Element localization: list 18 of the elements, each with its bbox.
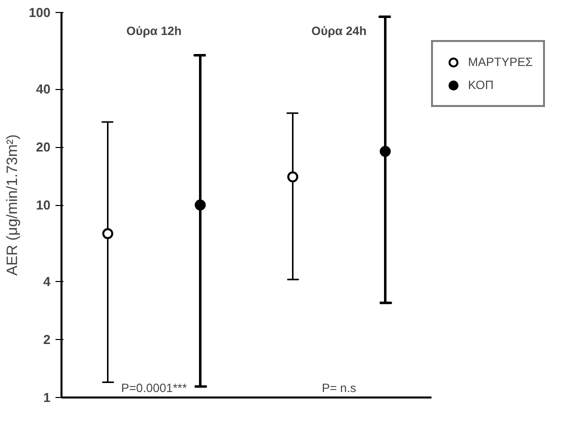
annotation: P= n.s [322,381,356,396]
point [287,171,298,182]
annotation: Ούρα 24h [311,24,367,38]
y-tick-label: 1 [43,390,51,405]
y-tick-label: 100 [28,5,51,20]
point [380,146,391,157]
point [102,228,114,240]
y-tick-label: 4 [43,274,52,290]
y-tick-label: 20 [36,140,51,155]
y-axis-title: AER (μg/min/1.73m²) [4,134,21,276]
annotation: Ούρα 12h [126,24,182,38]
y-tick-label: 2 [43,332,51,348]
point [194,200,206,210]
legend-label: ΚΟΠ [468,78,494,92]
legend-label: ΜΑΡΤΥΡΕΣ [468,55,533,69]
y-tick-label: 40 [36,82,51,97]
y-tick-label: 10 [36,198,51,212]
annotation: P=0.0001*** [121,381,188,396]
